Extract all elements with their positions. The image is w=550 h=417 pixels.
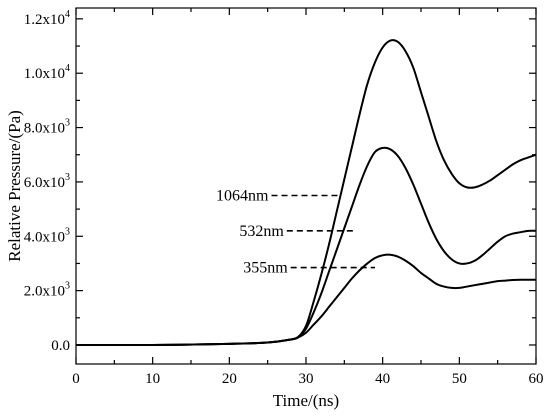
- x-tick-label: 50: [452, 371, 467, 387]
- y-tick-mantissa: 6.0x10: [24, 175, 65, 191]
- series-line-532nm: [75, 146, 537, 347]
- series-layer: [75, 39, 537, 347]
- y-tick-label: 1.0x104: [24, 63, 70, 82]
- x-tick-label: 40: [375, 371, 390, 387]
- annotation-layer: 1064nm 532nm 355nm: [216, 188, 375, 277]
- y-tick-label: 8.0x103: [24, 118, 70, 137]
- y-tick-exponent: 3: [65, 226, 70, 237]
- plot-frame: [75, 7, 537, 365]
- x-tick-label: 60: [529, 371, 544, 387]
- x-tick-label: 10: [145, 371, 160, 387]
- y-tick-label: 2.0x103: [24, 281, 70, 300]
- y-tick-exponent: 3: [65, 118, 70, 129]
- y-tick-label: 1.2x104: [24, 9, 70, 28]
- y-tick-mantissa: 0.0: [51, 338, 70, 354]
- x-tick-label: 0: [72, 371, 80, 387]
- series-line-1064nm: [75, 39, 537, 347]
- axes-layer: 0 10 20 30 40 50 600.02.0x1034.0x1036.0x1038.0…: [24, 7, 544, 387]
- annotation-label-532nm: 532nm: [239, 223, 284, 240]
- y-tick-label: 4.0x103: [24, 226, 70, 245]
- y-tick-mantissa: 1.0x10: [24, 66, 65, 82]
- x-tick-label: 20: [222, 371, 237, 387]
- annotation-label-1064nm: 1064nm: [216, 188, 269, 205]
- y-tick-mantissa: 1.2x10: [24, 12, 65, 28]
- y-tick-exponent: 3: [65, 281, 70, 292]
- y-tick-exponent: 4: [65, 9, 70, 20]
- series-line-355nm: [75, 253, 536, 347]
- y-axis-title: Relative Pressure/(Pa): [5, 110, 24, 262]
- annotation-label-355nm: 355nm: [243, 260, 288, 277]
- y-tick-exponent: 4: [65, 63, 70, 74]
- y-tick-mantissa: 2.0x10: [24, 284, 65, 300]
- y-tick-label: 6.0x103: [24, 172, 70, 191]
- y-tick-mantissa: 4.0x10: [24, 229, 65, 245]
- y-tick-label: 0.0: [51, 338, 70, 354]
- y-tick-exponent: 3: [65, 172, 70, 183]
- y-tick-mantissa: 8.0x10: [24, 121, 65, 137]
- x-axis-title: Time/(ns): [273, 391, 339, 410]
- x-tick-label: 30: [299, 371, 314, 387]
